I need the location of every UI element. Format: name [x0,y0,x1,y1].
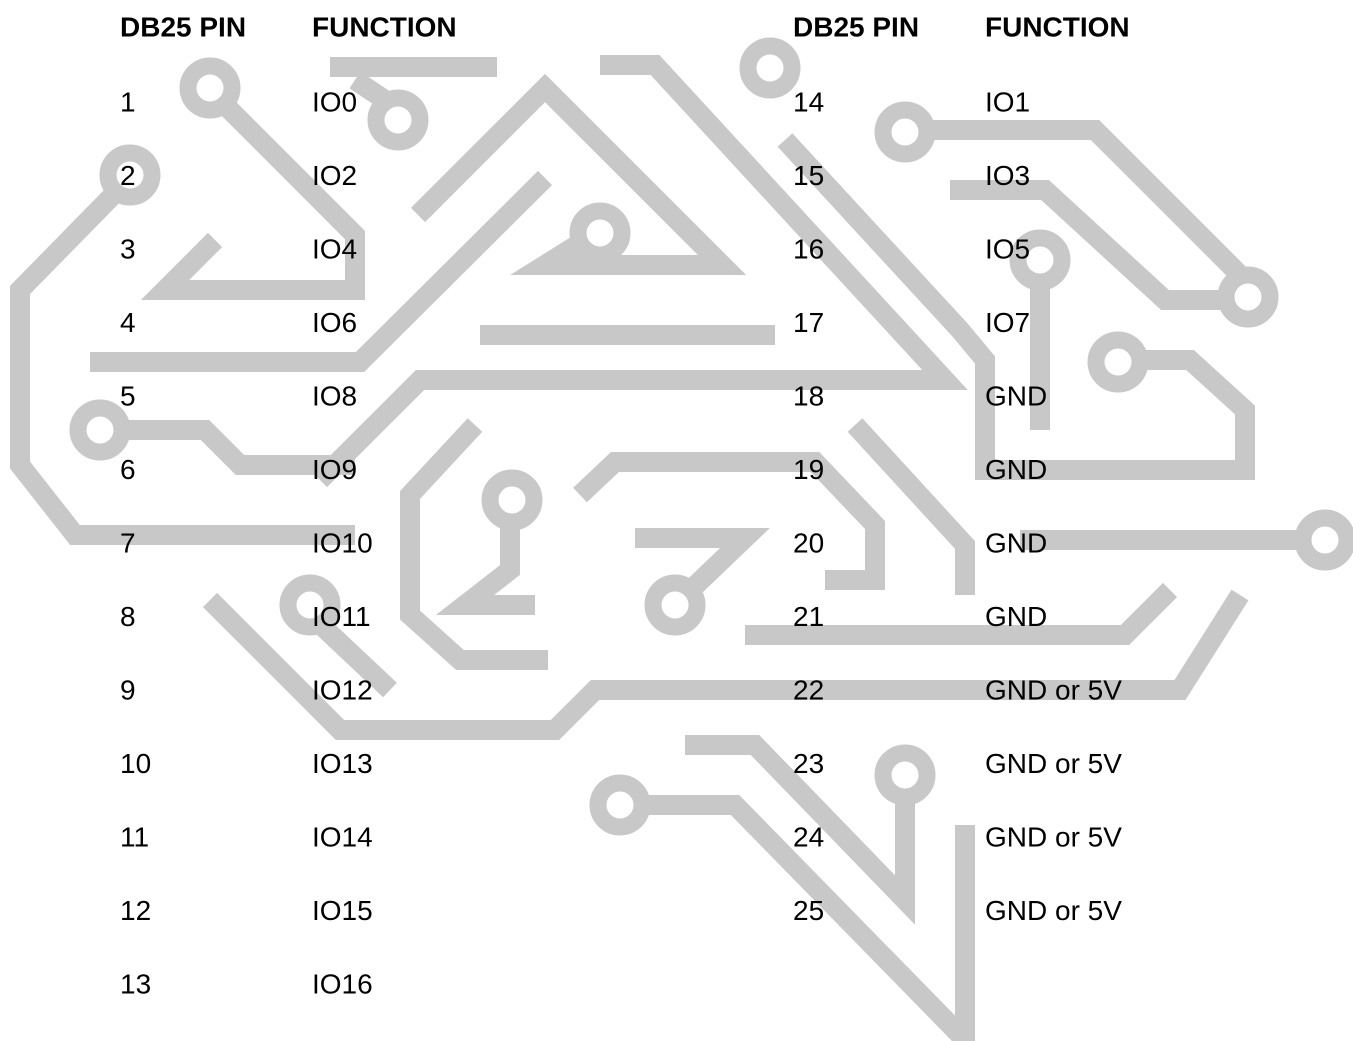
pad [874,101,936,163]
column-header: DB25 PIN [120,11,246,42]
pad [279,574,341,636]
pad [1087,331,1149,393]
pad [367,89,429,151]
trace [950,180,1245,310]
pin-number: 20 [793,527,824,558]
pin-function: IO13 [312,748,373,779]
pin-number: 24 [793,821,824,852]
pin-number: 21 [793,601,824,632]
pin-function: IO11 [312,601,371,632]
column-header: FUNCTION [985,11,1130,42]
trace [100,420,355,475]
pin-number: 17 [793,307,824,338]
pin-number: 12 [120,895,151,926]
trace [635,528,770,613]
pad [569,202,631,264]
trace [573,452,885,590]
pin-function: IO3 [985,160,1030,191]
pin-function: IO16 [312,968,373,999]
pin-number: 5 [120,380,136,411]
pin-function: IO14 [312,821,373,852]
pin-function: IO10 [312,527,373,558]
pin-function: IO9 [312,454,357,485]
pin-function: GND or 5V [985,895,1122,926]
trace [620,795,975,1041]
pad [739,37,801,99]
pin-function: IO6 [312,307,357,338]
pad [69,399,131,461]
trace [9,183,355,545]
pad [589,774,651,836]
trace [90,170,553,372]
pin-function: GND or 5V [985,748,1122,779]
trace [777,133,1255,480]
pin-number: 7 [120,527,136,558]
trace [745,582,1178,645]
pin-function: IO1 [985,86,1030,117]
pin-function: IO8 [312,380,357,411]
trace [410,73,747,275]
column-header: FUNCTION [312,11,457,42]
pin-number: 4 [120,307,136,338]
pin-number: 13 [120,968,151,999]
pad [179,57,241,119]
pin-number: 22 [793,674,824,705]
pad [874,744,936,806]
pad [644,574,706,636]
trace [400,418,548,670]
pin-number: 2 [120,160,136,191]
pin-function: GND or 5V [985,821,1122,852]
pin-function: GND [985,601,1047,632]
pin-number: 18 [793,380,824,411]
pin-function: IO0 [312,86,357,117]
pin-number: 3 [120,233,136,264]
pin-number: 9 [120,674,136,705]
pin-number: 25 [793,895,824,926]
pin-number: 14 [793,86,824,117]
circuit-background [9,37,1353,1041]
pin-function: GND or 5V [985,674,1122,705]
pin-function: IO5 [985,233,1030,264]
pin-tables: DB25 PIN FUNCTION 1 IO0 2 IO2 3 IO4 4 IO6 5 IO8 6 IO9… [120,11,1130,999]
pad [481,469,543,531]
pin-number: 15 [793,160,824,191]
pin-function: IO7 [985,307,1030,338]
pin-number: 1 [120,86,136,117]
pin-function: GND [985,380,1047,411]
trace [847,418,975,595]
pin-number: 23 [793,748,824,779]
pin-function: GND [985,454,1047,485]
pin-number: 16 [793,233,824,264]
trace [140,97,365,300]
pin-number: 10 [120,748,151,779]
trace [435,505,535,615]
column-header: DB25 PIN [793,11,919,42]
pad [1009,229,1071,291]
pin-function: IO4 [312,233,357,264]
pin-number: 19 [793,454,824,485]
pin-number: 11 [120,821,149,852]
pad [1294,509,1353,571]
pin-number: 6 [120,454,136,485]
pin-function: IO2 [312,160,357,191]
trace [685,735,915,925]
trace [202,589,1249,740]
pin-function: GND [985,527,1047,558]
pad [99,144,161,206]
pad [1217,266,1279,328]
pin-function: IO12 [312,674,373,705]
pin-function: IO15 [312,895,373,926]
trace [312,55,968,488]
pin-number: 8 [120,601,136,632]
